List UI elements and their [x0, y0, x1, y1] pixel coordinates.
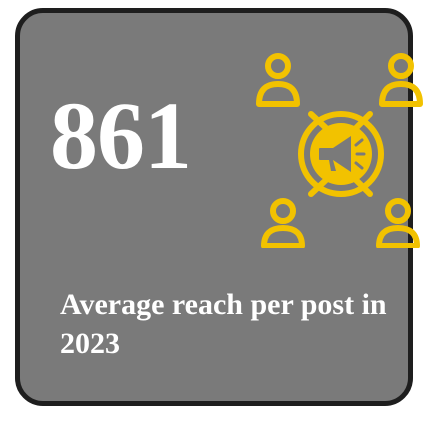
stat-caption: Average reach per post in 2023 — [60, 288, 387, 360]
person-icon — [376, 198, 420, 248]
sound-waves — [354, 138, 366, 170]
hub-ring — [298, 111, 384, 197]
person-icon — [379, 53, 423, 107]
megaphone-icon — [319, 136, 351, 172]
megaphone-network-icon — [256, 53, 423, 248]
stat-value: 861 — [50, 82, 192, 189]
stat-card: 861 — [15, 8, 423, 406]
person-icon — [256, 53, 300, 107]
person-icon — [261, 198, 305, 248]
